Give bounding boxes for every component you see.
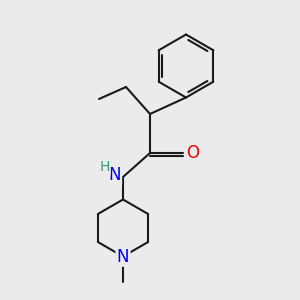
Text: O: O bbox=[186, 144, 199, 162]
Text: H: H bbox=[99, 160, 110, 174]
Text: N: N bbox=[108, 167, 121, 184]
Text: N: N bbox=[117, 248, 129, 266]
